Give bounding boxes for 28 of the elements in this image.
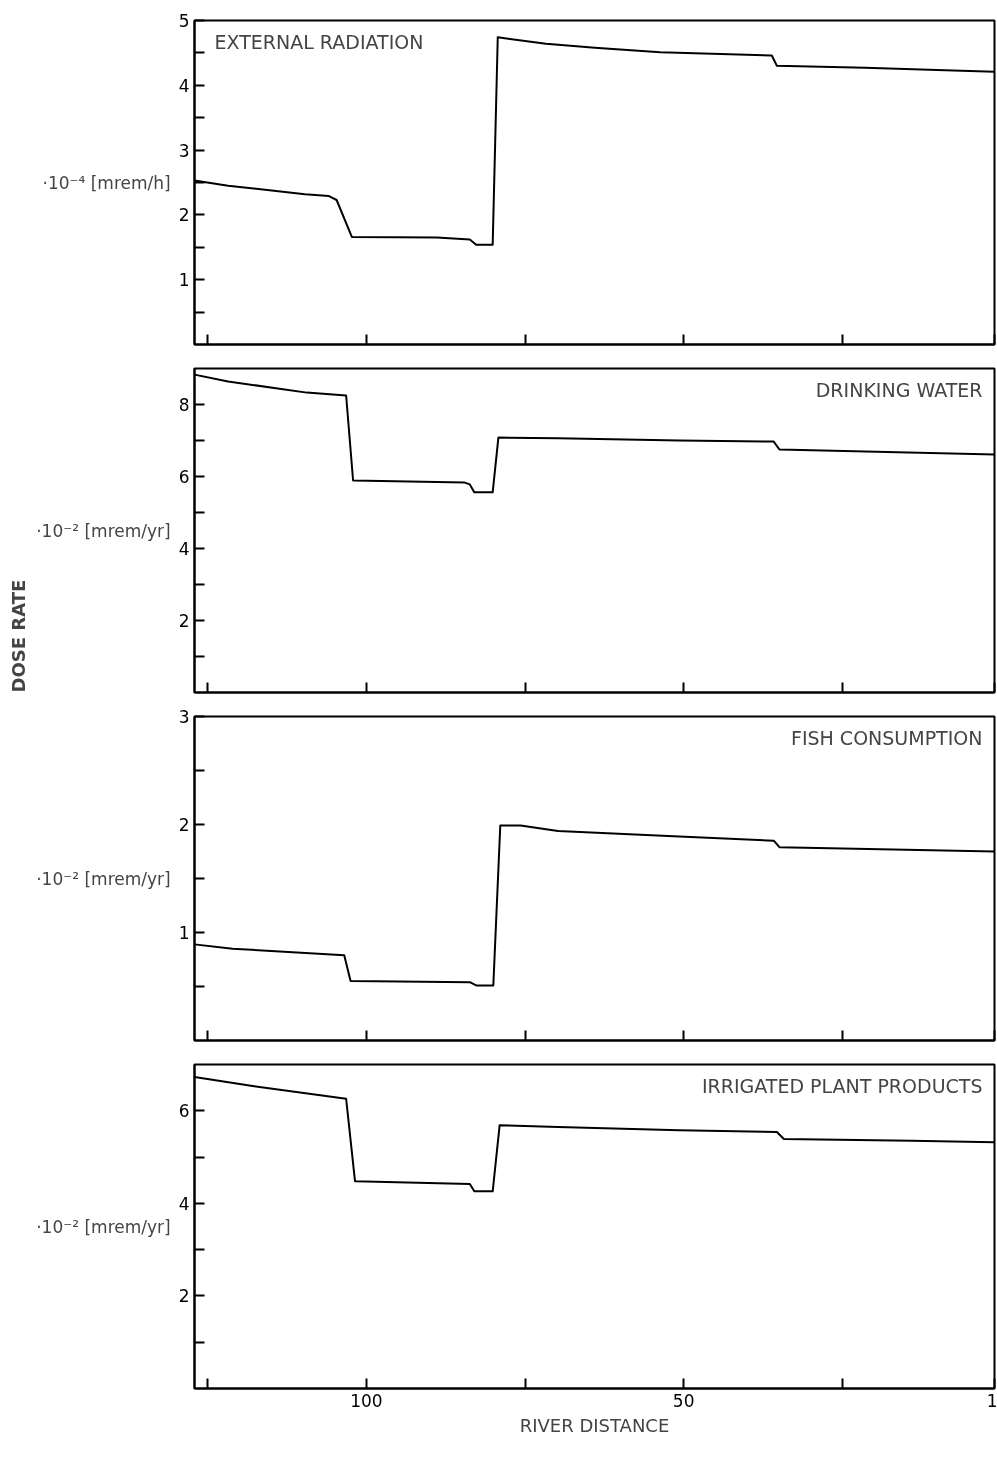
y-tick-label: 5 <box>178 11 190 31</box>
x-tick-label: 50 <box>672 1390 695 1411</box>
y-tick-label: 3 <box>178 707 190 727</box>
y-tick-label: 1 <box>178 270 190 291</box>
y-tick-label: 2 <box>178 815 190 835</box>
y-axis-title: ·10⁻² [mrem/yr] <box>36 520 171 541</box>
y-tick-label: 6 <box>178 467 190 487</box>
y-tick-label: 4 <box>178 75 190 96</box>
y-tick-label: 2 <box>178 205 190 226</box>
text: EXTERNAL RADIATION <box>214 30 424 53</box>
x-axis-title: RIVER DISTANCE <box>519 1414 670 1436</box>
text: DRINKING WATER <box>815 378 983 401</box>
y-tick-label: 4 <box>178 539 190 559</box>
y-tick-label: 2 <box>178 1286 190 1307</box>
y-axis-title: ·10⁻² [mrem/yr] <box>36 1216 171 1237</box>
y-tick-label: 3 <box>178 140 190 161</box>
text: IRRIGATED PLANT PRODUCTS <box>701 1074 983 1097</box>
text: FISH CONSUMPTION <box>790 726 983 749</box>
y-axis-title: ·10⁻⁴ [mrem/h] <box>42 172 171 193</box>
y-tick-label: 1 <box>178 923 190 943</box>
x-tick-label: 100 <box>350 1390 383 1411</box>
x-tick-label: 1 <box>986 1390 997 1411</box>
y-tick-label: 6 <box>178 1101 190 1122</box>
y-axis-title: ·10⁻² [mrem/yr] <box>36 868 171 889</box>
y-tick-label: 4 <box>178 1193 190 1214</box>
y-tick-label: 2 <box>178 611 190 631</box>
text: DOSE RATE <box>7 579 29 693</box>
y-tick-label: 8 <box>178 395 190 415</box>
